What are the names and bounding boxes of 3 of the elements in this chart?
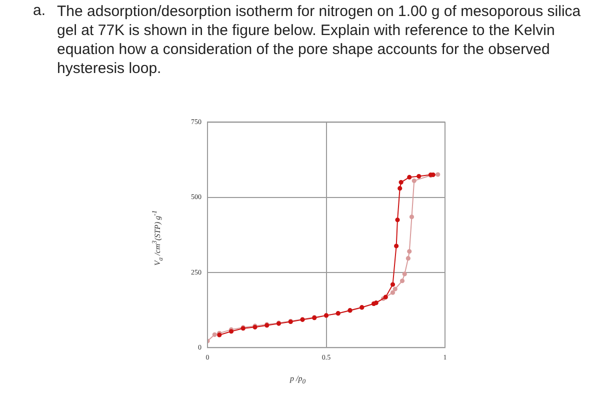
x-axis-title: p /p$_{0}$ xyxy=(290,374,306,386)
text: The adsorption/desorption isotherm for nitrogen on 1.00 g of mesoporous silica gel at 77K is shown in the figure below. Explain with reference to the Kelvin equation how a consideration of the pore shape accounts for the observed hysteresis loop. xyxy=(57,2,582,78)
text: a. xyxy=(33,2,46,19)
